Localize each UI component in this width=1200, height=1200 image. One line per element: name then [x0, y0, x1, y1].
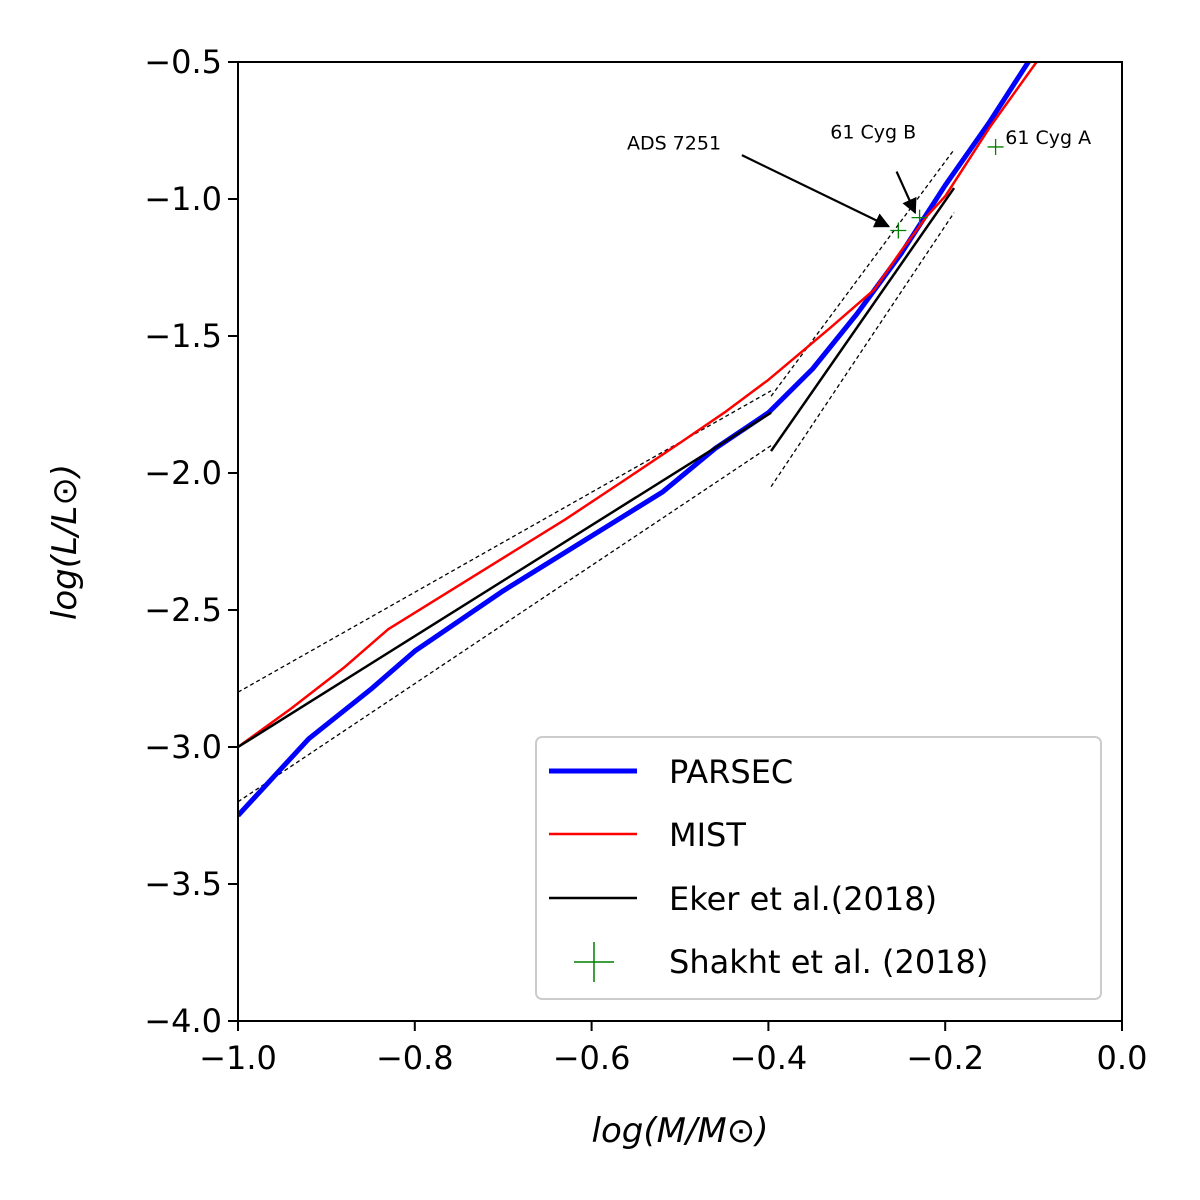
axes-frame — [237, 61, 1123, 1022]
x-tick-label: −1.0 — [199, 1039, 277, 1077]
error-bound-line-3 — [770, 149, 955, 397]
legend-label-shakht: Shakht et al. (2018) — [669, 943, 988, 981]
y-tick-label: −4.0 — [144, 1002, 222, 1040]
annotation-arrow-ads-7251 — [741, 154, 891, 228]
y-tick-label: −3.0 — [144, 728, 222, 766]
annotation-ads-7251: ADS 7251 — [627, 133, 721, 155]
y-tick-label: −3.5 — [144, 865, 222, 903]
annotation-61-cyg-b: 61 Cyg B — [830, 122, 916, 144]
data-point-shakht-et-al-2018-3 — [987, 138, 1004, 155]
y-tick-label: −1.5 — [144, 317, 222, 355]
y-axis-label: log(L/L⊙) — [45, 464, 85, 620]
legend-label-mist: MIST — [669, 816, 746, 854]
series-line-mist — [238, 62, 1039, 749]
series-line-eker-et-al-2018-segment-1 — [238, 411, 772, 749]
series-line-eker-et-al-2018-segment-2 — [770, 187, 956, 452]
x-tick-label: −0.6 — [553, 1039, 631, 1077]
legend-box — [535, 736, 1102, 1000]
y-tick-label: −1.0 — [144, 180, 222, 218]
y-tick-label: −2.0 — [144, 454, 222, 492]
y-axis: −4.0 −3.5 −3.0 −2.5 −2.0 −1.5 −1.0 −0.5 — [144, 43, 238, 1040]
legend: PARSEC MIST Eker et al.(2018) Shakht et … — [535, 736, 1102, 1000]
error-bound-line-2 — [238, 445, 772, 803]
plot-area — [238, 62, 1039, 818]
y-tick-label: −0.5 — [144, 43, 222, 81]
x-tick-label: 0.0 — [1097, 1039, 1148, 1077]
x-axis-label: log(M/M⊙) — [592, 1111, 769, 1151]
legend-label-parsec: PARSEC — [669, 753, 793, 791]
annotations: ADS 7251 61 Cyg B 61 Cyg A — [627, 122, 1091, 228]
data-point-shakht-et-al-2018-2 — [911, 209, 928, 226]
legend-label-eker: Eker et al.(2018) — [669, 880, 937, 918]
data-point-shakht-et-al-2018-1 — [890, 222, 907, 239]
x-tick-label: −0.4 — [730, 1039, 808, 1077]
annotation-arrow-61-cyg-b — [895, 171, 917, 215]
series-line-parsec — [238, 62, 1032, 818]
x-tick-label: −0.8 — [376, 1039, 454, 1077]
error-bound-line-4 — [770, 212, 955, 488]
annotation-61-cyg-a: 61 Cyg A — [1005, 127, 1091, 149]
x-axis: −1.0 −0.8 −0.6 −0.4 −0.2 0.0 — [199, 1021, 1147, 1077]
y-tick-label: −2.5 — [144, 591, 222, 629]
x-tick-label: −0.2 — [906, 1039, 984, 1077]
legend-swatch-shakht — [574, 942, 614, 982]
